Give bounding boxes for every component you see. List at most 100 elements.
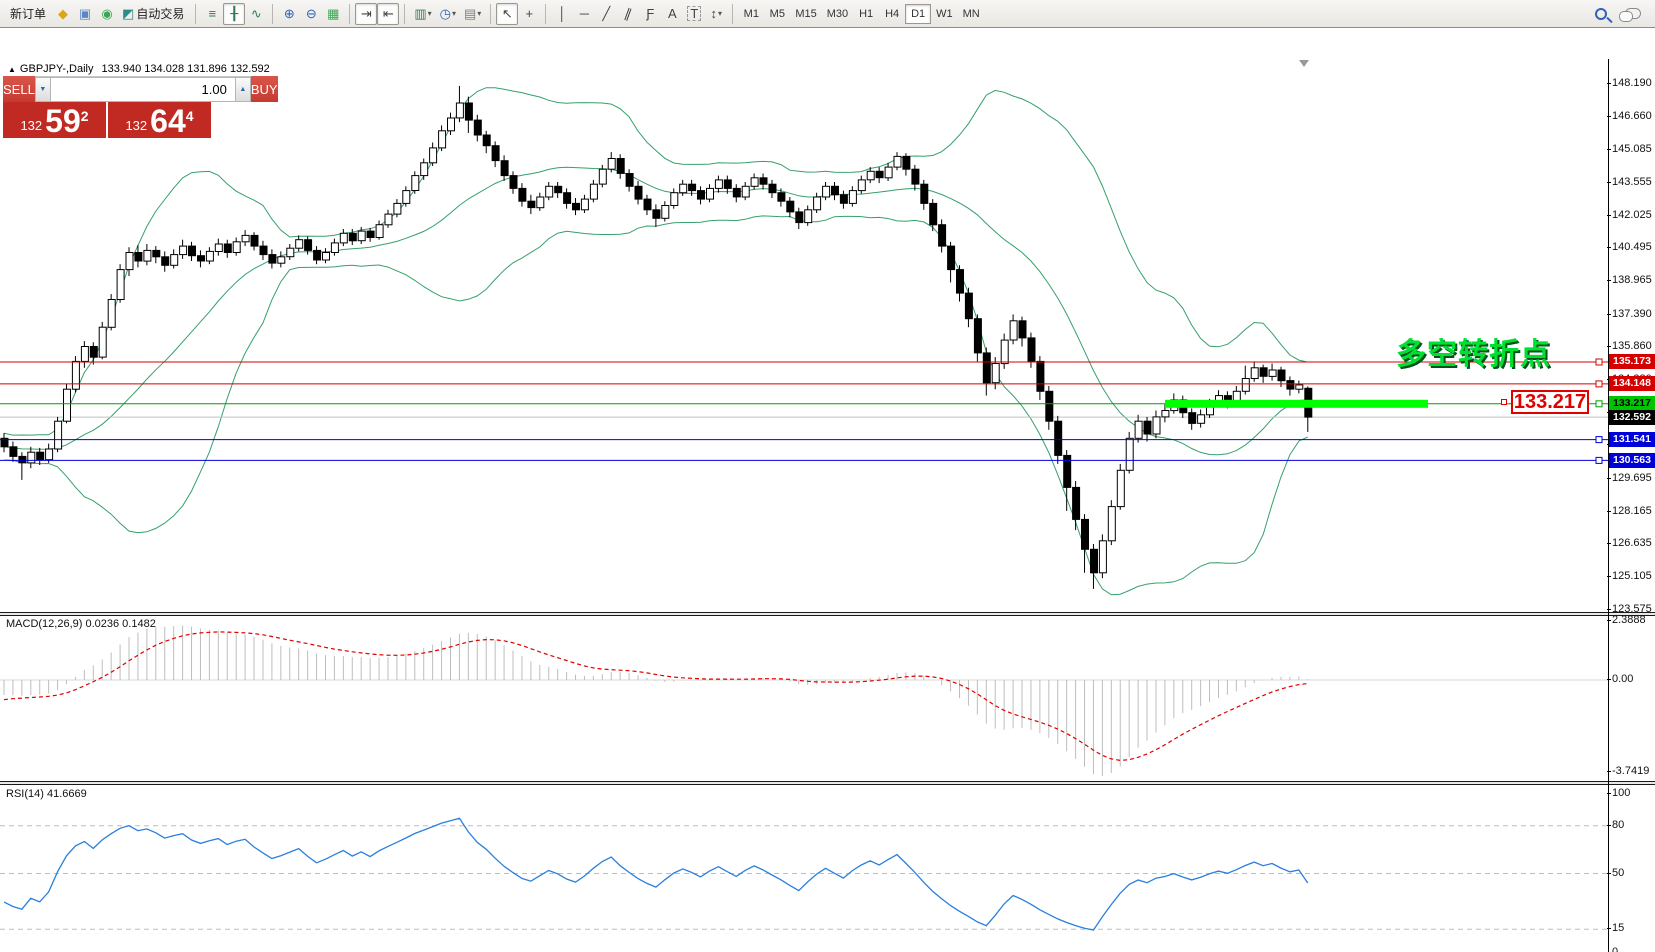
price-tick: 137.390 [1607, 308, 1655, 320]
rsi-tick: 15 [1607, 922, 1655, 934]
rsi-tick: 50 [1607, 867, 1655, 879]
panel-separator[interactable] [0, 612, 1655, 616]
collapse-triangle-icon[interactable]: ▲ [8, 65, 16, 74]
macd-tick: 0.00 [1607, 673, 1655, 685]
chart-window: ▲ GBPJPY-,Daily 133.940 134.028 131.896 13… [0, 29, 1655, 952]
toolbar-separator [732, 3, 734, 24]
search-icon[interactable] [1595, 7, 1607, 20]
sell-button[interactable]: SELL [3, 76, 35, 102]
new-order-label: 新订单 [10, 7, 47, 21]
trendline-tool-icon[interactable]: ╱ [602, 6, 611, 21]
text-tool-icon[interactable]: A [667, 6, 677, 21]
timeframe-button-W1[interactable]: W1 [936, 7, 953, 20]
buy-button[interactable]: BUY [250, 76, 278, 102]
timeframe-button-H1[interactable]: H1 [859, 7, 874, 20]
fibonacci-tool-icon[interactable]: Ƒ [646, 6, 655, 21]
price-level-badge: 134.148 [1609, 376, 1655, 392]
auto-trading-button[interactable]: ◩ 自动交易 [118, 3, 190, 25]
price-level-badge: 131.541 [1609, 432, 1655, 448]
label-tool-icon[interactable]: T [683, 3, 705, 25]
price-level-badge: 133.217 [1609, 396, 1655, 412]
timeframe-group: M1 M5 M15 M30 H1 H4 D1 W1 MN [738, 2, 984, 26]
price-tick: 138.965 [1607, 274, 1655, 286]
price-tick: 126.635 [1607, 537, 1655, 549]
toolbar-separator [490, 3, 492, 24]
candlestick-chart-icon[interactable]: ╂ [223, 2, 246, 25]
panel-separator[interactable] [0, 781, 1655, 785]
chart-shift-marker-icon[interactable] [1299, 60, 1309, 67]
price-tick: 129.695 [1607, 472, 1655, 484]
cursor-icon[interactable]: ↖ [496, 2, 519, 25]
arrows-tool-icon[interactable]: ↕ ▾ [710, 6, 723, 21]
price-callout-label[interactable]: 133.217 [1511, 390, 1589, 414]
rsi-tick: 80 [1607, 819, 1655, 831]
bar-chart-icon[interactable]: ≡ [208, 6, 217, 21]
autotrading-icon: ◩ [122, 6, 135, 21]
price-tick: 146.660 [1607, 110, 1655, 122]
auto-scroll-icon[interactable]: ⇥ [355, 2, 378, 25]
periods-menu-button[interactable]: ◷ ▾ [439, 6, 456, 21]
callout-handle-icon[interactable] [1501, 399, 1507, 405]
price-tick: 128.165 [1607, 505, 1655, 517]
macd-tick: -3.7419 [1607, 765, 1655, 777]
timeframe-button-M30[interactable]: M30 [826, 7, 849, 20]
volume-up-button[interactable]: ▲ [234, 77, 251, 102]
price-tick: 148.190 [1607, 77, 1655, 89]
rsi-label: RSI(14) 41.6669 [6, 788, 87, 800]
timeframe-button-MN[interactable]: MN [962, 7, 980, 20]
rsi-tick: 0 [1612, 946, 1655, 952]
toolbar-separator [404, 3, 406, 24]
macd-label: MACD(12,26,9) 0.0236 0.1482 [6, 618, 156, 630]
chart-shift-icon[interactable]: ⇤ [377, 2, 400, 25]
toolbar: 新订单 ◆ ▣ ◉ ◩ 自动交易 ≡ ╂ ∿ ⊕ ⊖ ▦ ⇥ ⇤ ▥ ▾ [0, 0, 1655, 28]
zoom-in-icon[interactable]: ⊕ [283, 6, 295, 21]
auto-trading-label: 自动交易 [136, 7, 185, 21]
ohlc-values: 133.940 134.028 131.896 132.592 [101, 63, 270, 75]
new-order-button[interactable]: 新订单 [4, 3, 52, 25]
price-tick: 135.860 [1607, 340, 1655, 352]
toolbar-separator [545, 3, 547, 24]
volume-down-button[interactable]: ▼ [34, 77, 51, 102]
candlestick-chart[interactable] [0, 59, 1608, 612]
rsi-indicator[interactable] [0, 785, 1608, 952]
macd-indicator[interactable] [0, 616, 1608, 781]
price-level-badge: 132.592 [1609, 409, 1655, 425]
symbol-name: GBPJPY-,Daily [19, 63, 94, 75]
price-axis-border [1608, 59, 1609, 952]
price-tick: 125.105 [1607, 570, 1655, 582]
toolbar-separator [195, 3, 197, 24]
tag-icon[interactable]: ◆ [58, 6, 69, 21]
timeframe-button-H4[interactable]: H4 [885, 7, 900, 20]
toolbar-separator [349, 3, 351, 24]
price-tick: 143.555 [1607, 176, 1655, 188]
buy-price-tile[interactable]: 132 64 4 [108, 102, 211, 138]
price-tick: 140.495 [1607, 241, 1655, 253]
price-tick: 123.575 [1607, 603, 1655, 615]
rsi-tick: 100 [1607, 787, 1655, 799]
indicators-menu-button[interactable]: ▥ ▾ [414, 6, 432, 21]
macd-tick: 2.3888 [1607, 614, 1655, 626]
line-chart-icon[interactable]: ∿ [250, 6, 262, 21]
signal-icon[interactable]: ◉ [101, 6, 113, 21]
channel-tool-icon[interactable]: ∥ [622, 5, 634, 22]
chat-icon[interactable] [1619, 8, 1641, 22]
timeframe-button-D1[interactable]: D1 [905, 3, 932, 24]
terminal-icon[interactable]: ▣ [78, 6, 92, 21]
vertical-line-tool-icon[interactable]: │ [558, 6, 567, 21]
price-level-badge: 135.173 [1609, 354, 1655, 370]
templates-menu-button[interactable]: ▤ ▾ [464, 6, 482, 21]
tile-windows-icon[interactable]: ▦ [327, 6, 340, 21]
price-tick: 142.025 [1607, 209, 1655, 221]
price-tick: 145.085 [1607, 143, 1655, 155]
sell-price-tile[interactable]: 132 59 2 [3, 102, 106, 138]
chart-title: ▲ GBPJPY-,Daily 133.940 134.028 131.896 13… [8, 63, 270, 75]
volume-input[interactable] [50, 77, 235, 102]
timeframe-button-M15[interactable]: M15 [795, 7, 817, 20]
horizontal-line-tool-icon[interactable]: ─ [579, 6, 589, 21]
timeframe-button-M5[interactable]: M5 [769, 7, 785, 20]
timeframe-button-M1[interactable]: M1 [743, 7, 759, 20]
crosshair-icon[interactable]: + [525, 6, 534, 21]
zoom-out-icon[interactable]: ⊖ [305, 6, 317, 21]
